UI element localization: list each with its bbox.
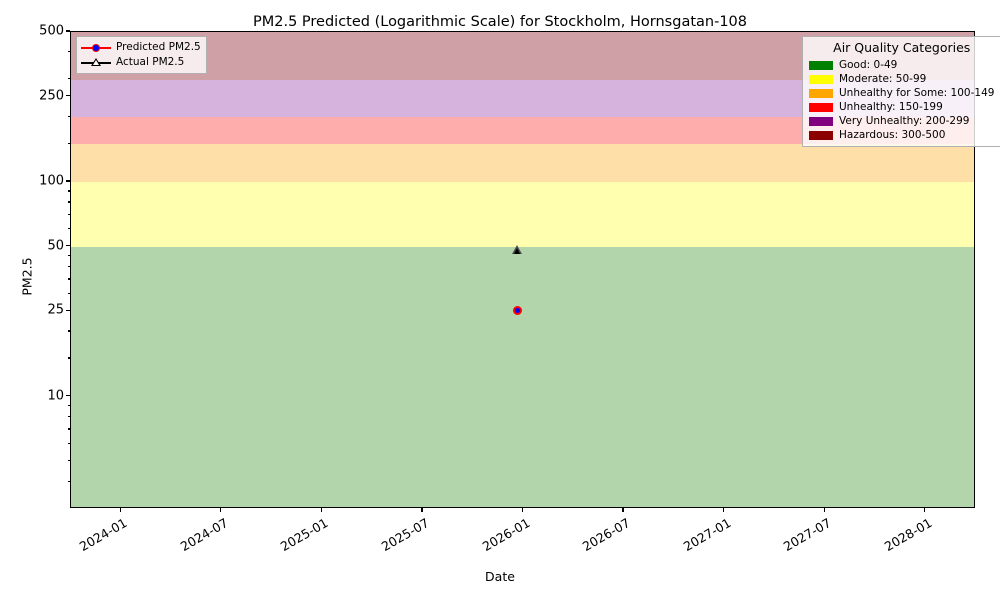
category-legend-item: Unhealthy for Some: 100-149	[809, 86, 994, 100]
page-title: PM2.5 Predicted (Logarithmic Scale) for …	[252, 14, 747, 30]
y-tick-mark	[66, 30, 70, 32]
y-minor-tick-mark	[67, 115, 70, 118]
category-legend-item: Moderate: 50-99	[809, 72, 994, 86]
y-minor-tick-mark	[67, 480, 70, 482]
x-tick-label: 2026-01	[479, 515, 532, 555]
y-minor-tick-mark	[67, 415, 70, 418]
x-tick-mark	[823, 508, 825, 512]
category-legend-title: Air Quality Categories	[833, 40, 971, 55]
y-minor-tick-mark	[67, 254, 70, 257]
y-minor-tick-mark	[67, 459, 70, 462]
category-color-swatch	[809, 102, 833, 112]
y-tick-label: 25	[47, 302, 64, 318]
band-unhealthy-for-some	[71, 144, 974, 183]
x-tick-mark	[220, 508, 222, 512]
category-color-swatch	[809, 60, 833, 70]
x-tick-label: 2026-07	[579, 515, 633, 555]
category-legend-item: Very Unhealthy: 200-299	[809, 114, 994, 128]
category-legend-label: Unhealthy: 150-199	[839, 101, 943, 113]
y-minor-tick-mark	[67, 428, 70, 430]
band-moderate	[71, 182, 974, 247]
y-minor-tick-mark	[67, 51, 70, 53]
y-minor-tick-mark	[67, 201, 70, 203]
x-tick-mark	[622, 508, 624, 512]
y-tick-mark	[66, 395, 70, 397]
x-tick-mark	[421, 508, 423, 512]
x-tick-label: 2027-07	[780, 515, 834, 555]
y-tick-label: 10	[47, 388, 64, 404]
y-minor-tick-mark	[67, 190, 70, 192]
y-tick-label: 250	[39, 88, 64, 104]
y-tick-label: 500	[39, 23, 64, 39]
x-tick-label: 2025-07	[378, 515, 432, 555]
x-tick-mark	[722, 508, 725, 512]
y-minor-tick-mark	[67, 77, 70, 80]
x-tick-label: 2024-01	[77, 515, 130, 555]
x-tick-mark	[521, 508, 524, 512]
x-tick-mark	[924, 508, 926, 512]
x-tick-mark	[320, 508, 323, 512]
air-quality-category-legend: Air Quality Categories Good: 0-49 Moderat…	[802, 36, 1000, 147]
y-tick-mark	[66, 94, 70, 97]
category-color-swatch	[809, 88, 833, 98]
y-axis-label: PM2.5	[19, 257, 35, 296]
y-tick-mark	[66, 245, 70, 247]
y-minor-tick-mark	[67, 265, 70, 268]
y-minor-tick-mark	[67, 357, 70, 359]
category-legend-item: Hazardous: 300-500	[809, 128, 994, 142]
category-legend-label: Unhealthy for Some: 100-149	[839, 87, 995, 99]
category-legend-label: Hazardous: 300-500	[839, 129, 946, 141]
category-color-swatch	[809, 130, 833, 140]
y-minor-tick-mark	[67, 442, 70, 445]
y-minor-tick-mark	[67, 228, 70, 230]
series-legend-marker-icon	[81, 42, 111, 54]
series-legend-item: Actual PM2.5	[81, 55, 201, 70]
series-legend-label: Actual PM2.5	[116, 56, 185, 69]
x-tick-label: 2028-01	[881, 515, 935, 555]
x-tick-label: 2027-01	[680, 515, 734, 555]
category-legend-item: Good: 0-49	[809, 58, 994, 72]
series-legend-item: Predicted PM2.5	[81, 40, 201, 55]
y-minor-tick-mark	[67, 404, 70, 407]
x-tick-label: 2025-01	[278, 515, 331, 555]
series-legend: Predicted PM2.5 Actual PM2.5	[76, 36, 207, 74]
series-legend-marker-icon	[81, 57, 111, 69]
category-legend-item: Unhealthy: 150-199	[809, 100, 994, 114]
band-good	[71, 246, 974, 507]
x-tick-mark	[119, 508, 121, 512]
category-legend-label: Moderate: 50-99	[839, 73, 927, 85]
category-legend-label: Very Unhealthy: 200-299	[839, 115, 970, 127]
y-minor-tick-mark	[67, 292, 70, 294]
y-tick-label: 100	[39, 173, 64, 189]
series-legend-label: Predicted PM2.5	[116, 41, 201, 54]
category-legend-label: Good: 0-49	[839, 59, 898, 71]
category-color-swatch	[809, 74, 833, 84]
y-minor-tick-mark	[67, 330, 70, 332]
category-color-swatch	[809, 116, 833, 126]
y-tick-mark	[66, 180, 70, 182]
y-minor-tick-mark	[67, 142, 70, 144]
y-tick-mark	[66, 309, 70, 311]
category-legend-rows: Good: 0-49 Moderate: 50-99 Unhealthy for S…	[809, 58, 994, 142]
y-tick-label: 50	[47, 238, 64, 254]
x-axis-label: Date	[485, 569, 515, 584]
y-minor-tick-mark	[67, 213, 70, 215]
x-tick-label: 2024-07	[177, 515, 231, 555]
y-minor-tick-mark	[67, 278, 70, 280]
